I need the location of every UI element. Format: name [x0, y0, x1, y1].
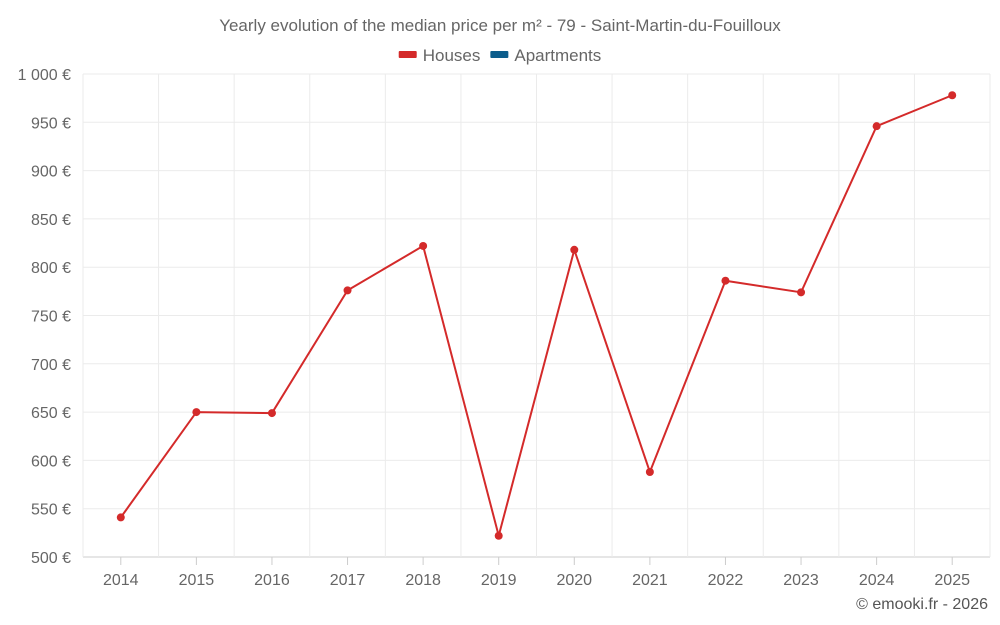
x-tick-label: 2018 [405, 572, 441, 589]
y-tick-label: 950 € [31, 115, 71, 132]
data-point[interactable] [192, 408, 201, 417]
y-tick-label: 800 € [31, 260, 71, 277]
y-tick-label: 500 € [31, 550, 71, 567]
legend-label: Apartments [514, 46, 601, 65]
data-point[interactable] [797, 288, 806, 297]
series-line-houses [119, 94, 953, 540]
y-tick-label: 700 € [31, 357, 71, 374]
legend-swatch [398, 51, 417, 58]
x-tick-label: 2017 [330, 572, 366, 589]
x-tick-label: 2015 [179, 572, 215, 589]
legend-item-apartments[interactable]: Apartments [490, 46, 601, 65]
x-tick-label: 2019 [481, 572, 517, 589]
x-tick-label: 2022 [708, 572, 744, 589]
x-tick-label: 2025 [934, 572, 970, 589]
x-tick-label: 2014 [103, 572, 139, 589]
x-tick-label: 2024 [859, 572, 895, 589]
data-point[interactable] [343, 286, 352, 295]
data-point[interactable] [116, 513, 125, 522]
credit-text: © emooki.fr - 2026 [856, 596, 988, 613]
y-tick-label: 850 € [31, 212, 71, 229]
y-tick-label: 550 € [31, 502, 71, 519]
y-tick-label: 600 € [31, 453, 71, 470]
data-point[interactable] [645, 467, 654, 476]
y-tick-label: 900 € [31, 164, 71, 181]
legend-label: Houses [423, 46, 481, 65]
data-point[interactable] [494, 531, 503, 540]
y-tick-label: 650 € [31, 405, 71, 422]
y-tick-label: 1 000 € [18, 67, 71, 84]
chart-title: Yearly evolution of the median price per… [219, 16, 781, 35]
y-axis: 500 € 550 € 600 € 650 € 700 € 750 € 800 € 850 €… [18, 67, 71, 567]
x-axis: 2014 2015 2016 2017 2018 2019 2020 2021 2022 2023… [103, 557, 970, 589]
data-point[interactable] [419, 241, 428, 250]
x-tick-label: 2020 [556, 572, 592, 589]
x-tick-label: 2021 [632, 572, 668, 589]
data-point[interactable] [721, 276, 730, 285]
data-point[interactable] [872, 122, 881, 131]
data-point[interactable] [948, 91, 957, 100]
data-point[interactable] [570, 245, 579, 254]
data-point[interactable] [267, 409, 276, 418]
grid [82, 73, 991, 558]
x-tick-label: 2023 [783, 572, 819, 589]
legend-item-houses[interactable]: Houses [398, 46, 481, 65]
legend[interactable]: Houses Apartments [398, 46, 602, 65]
legend-swatch [490, 51, 509, 58]
y-tick-label: 750 € [31, 309, 71, 326]
x-tick-label: 2016 [254, 572, 290, 589]
plot-area [116, 91, 957, 540]
